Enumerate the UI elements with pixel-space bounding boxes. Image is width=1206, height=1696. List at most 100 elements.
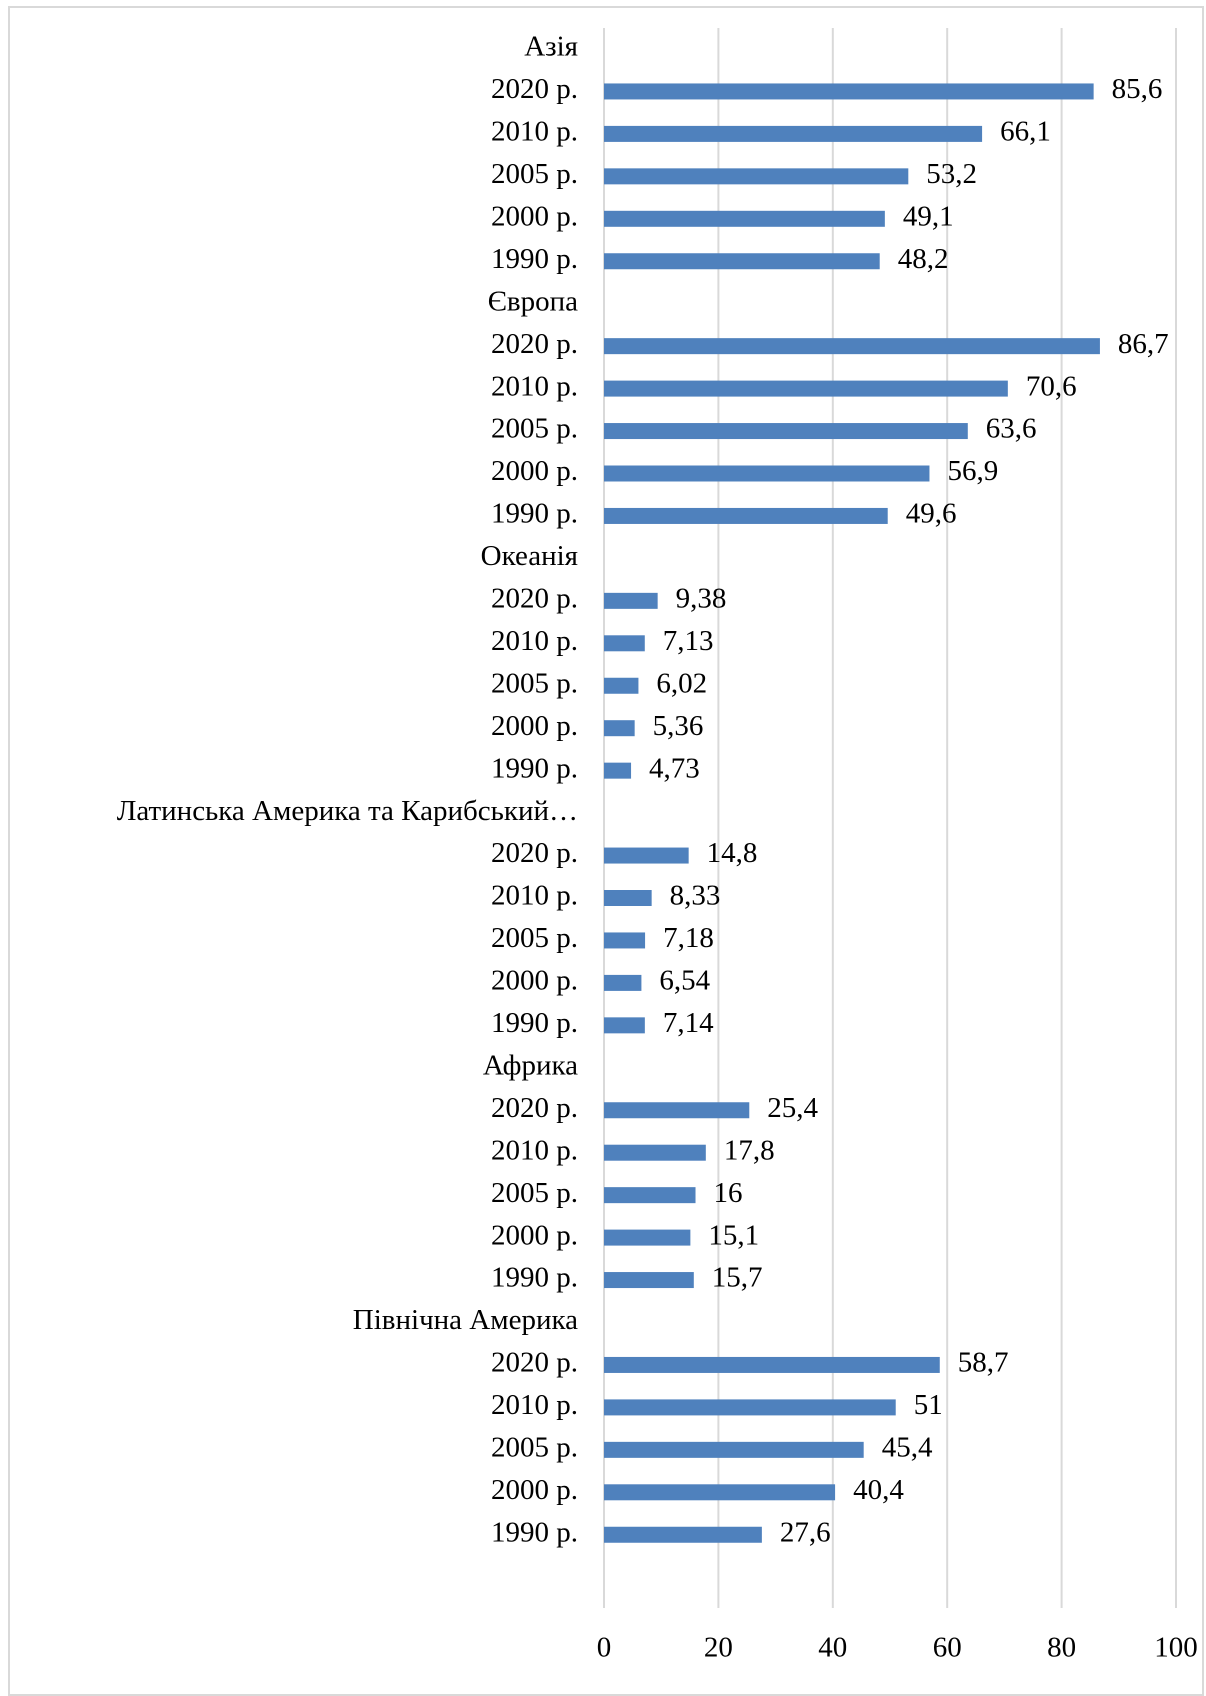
data-label: 15,7 xyxy=(712,1262,763,1294)
group-label: Європа xyxy=(488,285,578,317)
bar xyxy=(604,932,646,949)
data-label: 5,36 xyxy=(653,710,704,742)
bar xyxy=(604,253,880,270)
category-label: 2000 р. xyxy=(491,1219,578,1251)
data-label: 27,6 xyxy=(780,1516,831,1548)
category-label: 2020 р. xyxy=(491,583,578,615)
bar xyxy=(604,762,632,779)
data-label: 66,1 xyxy=(1000,116,1051,148)
category-label: 2020 р. xyxy=(491,1347,578,1379)
category-label: 2010 р. xyxy=(491,116,578,148)
bar xyxy=(604,125,983,142)
data-label: 45,4 xyxy=(882,1432,933,1464)
bar xyxy=(604,1017,645,1034)
data-label: 15,1 xyxy=(708,1219,759,1251)
data-label: 7,13 xyxy=(663,625,714,657)
category-label: 2020 р. xyxy=(491,837,578,869)
category-label: 2005 р. xyxy=(491,1177,578,1209)
data-label: 6,02 xyxy=(656,667,707,699)
category-label: 2000 р. xyxy=(491,200,578,232)
bar xyxy=(604,1229,691,1246)
bar xyxy=(604,465,930,482)
data-label: 17,8 xyxy=(724,1134,775,1166)
category-label: 2005 р. xyxy=(491,413,578,445)
group-label: Латинська Америка та Карибський… xyxy=(117,795,578,827)
gridlines xyxy=(603,28,1177,1608)
x-tick-label: 100 xyxy=(1154,1632,1198,1664)
bar xyxy=(604,1399,896,1416)
category-label: 1990 р. xyxy=(491,1262,578,1294)
bar xyxy=(604,635,645,652)
bar xyxy=(604,847,689,864)
category-label: 2000 р. xyxy=(491,1474,578,1506)
bar xyxy=(604,1102,750,1119)
x-tick-label: 80 xyxy=(1047,1632,1076,1664)
data-label: 40,4 xyxy=(853,1474,904,1506)
data-label: 58,7 xyxy=(958,1347,1009,1379)
x-tick-label: 40 xyxy=(818,1632,847,1664)
category-label: 1990 р. xyxy=(491,1516,578,1548)
data-label: 70,6 xyxy=(1026,370,1077,402)
data-label: 14,8 xyxy=(707,837,758,869)
group-label: Азія xyxy=(524,31,578,63)
category-label: 2000 р. xyxy=(491,965,578,997)
group-label: Океанія xyxy=(481,540,578,572)
category-label: 2020 р. xyxy=(491,328,578,360)
x-tick-labels: 0 20 40 60 80 100 xyxy=(597,1632,1198,1664)
bar xyxy=(604,83,1094,100)
category-label: 2010 р. xyxy=(491,880,578,912)
bar xyxy=(604,1441,864,1458)
bar xyxy=(604,423,968,440)
bar xyxy=(604,210,885,227)
bar xyxy=(604,974,642,991)
category-label: 2000 р. xyxy=(491,710,578,742)
category-label: 2010 р. xyxy=(491,1389,578,1421)
data-label: 63,6 xyxy=(986,413,1037,445)
bar xyxy=(604,720,635,737)
category-label: 2010 р. xyxy=(491,1134,578,1166)
category-label: 2005 р. xyxy=(491,158,578,190)
category-labels: Азія 2020 р. 2010 р. 2005 р. 2000 р. 1990 р. Є… xyxy=(117,31,578,1549)
data-label: 49,6 xyxy=(906,498,957,530)
category-label: 2020 р. xyxy=(491,1092,578,1124)
category-label: 2005 р. xyxy=(491,667,578,699)
category-label: 1990 р. xyxy=(491,752,578,784)
data-labels: 85,6 66,1 53,2 49,1 48,2 86,7 70,6 63,6 56,9 49,6… xyxy=(649,73,1169,1548)
data-label: 51 xyxy=(914,1389,943,1421)
data-label: 56,9 xyxy=(947,455,998,487)
category-label: 1990 р. xyxy=(491,243,578,275)
data-label: 6,54 xyxy=(659,965,710,997)
data-label: 48,2 xyxy=(898,243,949,275)
category-label: 2020 р. xyxy=(491,73,578,105)
category-label: 2010 р. xyxy=(491,370,578,402)
data-label: 8,33 xyxy=(670,880,721,912)
bar xyxy=(604,1144,706,1161)
bar xyxy=(604,380,1008,397)
bar xyxy=(604,592,658,609)
x-tick-label: 0 xyxy=(597,1632,612,1664)
data-label: 4,73 xyxy=(649,752,700,784)
group-label: Північна Америка xyxy=(353,1304,578,1336)
bar xyxy=(604,1187,696,1204)
bar xyxy=(604,1526,762,1543)
bar xyxy=(604,168,909,185)
data-label: 49,1 xyxy=(903,200,954,232)
data-label: 85,6 xyxy=(1112,73,1163,105)
data-label: 7,14 xyxy=(663,1007,714,1039)
bar xyxy=(604,1272,694,1289)
bar xyxy=(604,1484,836,1501)
data-label: 86,7 xyxy=(1118,328,1169,360)
category-label: 2010 р. xyxy=(491,625,578,657)
bars xyxy=(604,83,1100,1543)
category-label: 1990 р. xyxy=(491,498,578,530)
category-label: 2005 р. xyxy=(491,1432,578,1464)
data-label: 16 xyxy=(714,1177,743,1209)
group-label: Африка xyxy=(483,1049,578,1081)
category-label: 2000 р. xyxy=(491,455,578,487)
bar xyxy=(604,890,652,906)
category-label: 2005 р. xyxy=(491,922,578,954)
bar xyxy=(604,1356,940,1373)
bar xyxy=(604,507,888,524)
bar xyxy=(604,338,1100,355)
